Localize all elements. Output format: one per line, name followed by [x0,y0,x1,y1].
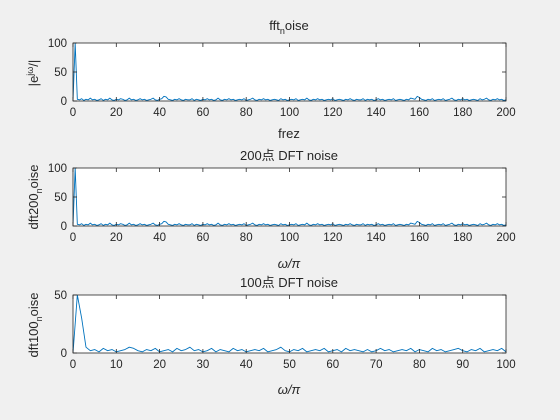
subplot-3-axes: 0 10 20 30 40 50 60 70 80 90 100 0 50 [54,290,515,371]
subplot-1-ylabel-main: |e [26,76,41,87]
subplot-2-x-tick-label: 100 [280,232,299,244]
subplot-2-x-tick-label: 80 [240,232,253,244]
subplot-1-y-tick-label: 0 [61,96,67,108]
subplot-3-x-tick-label: 0 [70,359,76,371]
subplot-3-ylabel-main: dft100 [26,321,41,357]
subplot-2-x-tick-label: 120 [323,232,342,244]
subplot-3-ylabel: dft100noise [26,292,44,357]
subplot-3-x-tick-label: 50 [283,359,296,371]
subplot-3-x-tick-label: 40 [240,359,253,371]
subplot-3-x-tick-label: 70 [370,359,383,371]
subplot-2-x-tick-label: 180 [453,232,472,244]
subplot-1-x-tick-label: 80 [240,107,253,119]
subplot-2-xlabel: ω/π [278,256,301,271]
subplot-1-x-tick-label: 160 [410,107,429,119]
subplot-2-plot-background [73,168,506,226]
subplot-1-title-sub: n [280,26,285,36]
subplot-3-x-tick-label: 10 [110,359,123,371]
subplot-1-x-tick-label: 60 [197,107,210,119]
subplot-1-x-tick-label: 100 [280,107,299,119]
subplot-1-x-tick-label: 20 [110,107,123,119]
subplot-3-title: 100点 DFT noise [240,275,338,290]
subplot-2-x-tick-label: 60 [197,232,210,244]
subplot-3-xlabel: ω/π [278,382,301,397]
subplot-1-x-tick-label: 200 [496,107,515,119]
subplot-3-x-tick-label: 20 [153,359,166,371]
subplot-1-y-tick-label: 50 [54,67,67,79]
subplot-2-title: 200点 DFT noise [240,148,338,163]
subplot-1: fftnoise frez |ejω/| [25,18,309,141]
subplot-3-y-tick-label: 50 [54,290,67,302]
subplot-1-x-tick-label: 40 [153,107,166,119]
subplot-1-plot-background [73,43,506,101]
subplot-3: 100点 DFT noise ω/π dft100noise [26,275,338,397]
subplot-1-xlabel: frez [278,126,300,141]
subplot-1-x-tick-label: 180 [453,107,472,119]
subplot-2-x-tick-label: 140 [367,232,386,244]
subplot-2-x-tick-label: 20 [110,232,123,244]
subplot-1-y-tick-label: 100 [48,38,67,50]
subplot-2-ylabel-main: dft200 [26,193,41,229]
subplot-1-x-tick-label: 120 [323,107,342,119]
subplot-2-x-tick-label: 200 [496,232,515,244]
subplot-1-ylabel-sup: jω [25,67,35,77]
subplot-1-title-main: fft [269,18,280,33]
subplot-3-plot-background [73,295,506,353]
subplot-2-ylabel-tail: oise [26,164,41,188]
subplot-2-ylabel: dft200noise [26,164,44,229]
subplot-2-x-tick-label: 160 [410,232,429,244]
subplot-3-x-tick-label: 90 [456,359,469,371]
subplot-1-title: fftnoise [269,18,308,36]
subplot-3-ylabel-tail: oise [26,292,41,316]
subplot-3-x-tick-label: 30 [197,359,210,371]
subplot-2-y-tick-label: 0 [61,221,67,233]
subplot-2-ylabel-sub: n [34,188,44,193]
subplot-1-title-tail: oise [285,18,309,33]
subplot-2-x-tick-label: 0 [70,232,76,244]
subplot-3-x-tick-label: 80 [413,359,426,371]
subplot-2-axes: 0 20 40 60 80 100 120 140 160 180 200 0 50 100 [48,163,516,244]
subplot-1-x-tick-label: 0 [70,107,76,119]
subplot-2-y-tick-label: 100 [48,163,67,175]
subplot-1-ylabel: |ejω/| [25,60,41,87]
subplot-2-y-tick-label: 50 [54,192,67,204]
subplot-3-x-tick-label: 100 [496,359,515,371]
subplot-3-y-tick-label: 0 [61,348,67,360]
subplot-3-x-tick-label: 60 [326,359,339,371]
subplot-2-x-tick-label: 40 [153,232,166,244]
subplot-1-axes: 0 20 40 60 80 100 120 140 160 180 200 0 50 100 [48,38,516,119]
subplot-1-ylabel-tail: /| [26,60,41,67]
subplot-3-ylabel-sub: n [34,316,44,321]
subplot-1-x-tick-label: 140 [367,107,386,119]
subplot-2: 200点 DFT noise ω/π dft200noise [26,148,338,271]
